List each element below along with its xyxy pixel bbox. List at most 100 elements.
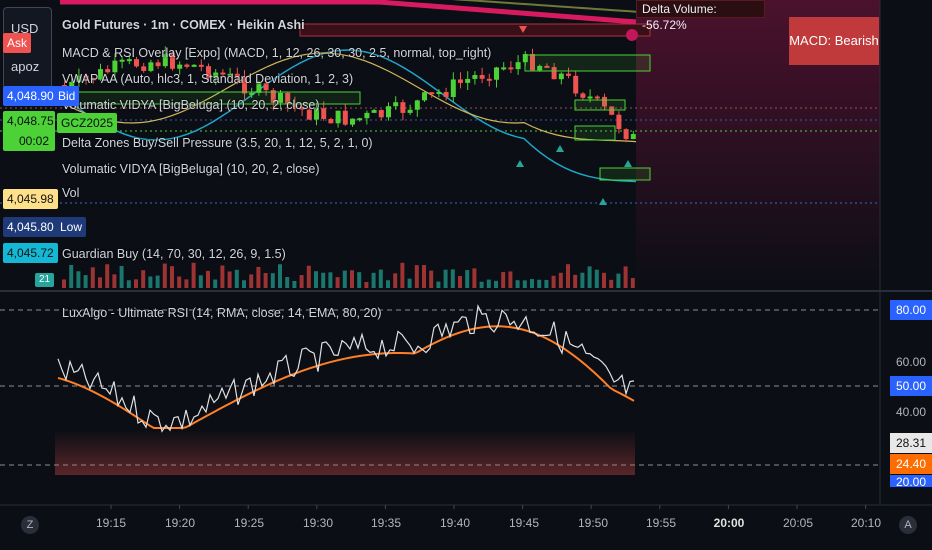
candle-body — [292, 103, 298, 107]
time-label: 19:30 — [302, 516, 334, 530]
indicator-guardian[interactable]: Guardian Buy (14, 70, 30, 12, 26, 9, 1.5… — [62, 247, 286, 261]
price-label-2: 4,045.80 — [3, 217, 58, 237]
macd-status-text: MACD: Bearish — [789, 33, 879, 48]
account-label: apoz — [11, 59, 40, 74]
candle-body — [515, 62, 521, 70]
candle-body — [342, 110, 348, 125]
volume-bar — [458, 276, 462, 288]
candle-body — [198, 64, 204, 67]
indicator-volume[interactable]: Vol — [62, 186, 80, 200]
rsi-line — [57, 304, 635, 433]
candle-body — [206, 66, 211, 79]
indicator-macd-rsi[interactable]: MACD & RSI Overlay [Expo] (MACD, 1, 12, … — [62, 46, 492, 60]
candle-body — [530, 54, 535, 71]
candle-body — [393, 102, 399, 107]
volume-bar — [630, 277, 635, 288]
volume-bar — [544, 279, 549, 288]
delta-volume-box: Delta Volume: -56.72% — [636, 0, 765, 32]
candle-body — [544, 65, 550, 68]
volume-bar — [306, 265, 311, 288]
volume-bar — [112, 274, 117, 288]
volume-bar — [494, 280, 498, 288]
indicator-vidya-2[interactable]: Volumatic VIDYA [BigBeluga] (10, 20, 2, … — [62, 162, 320, 176]
candle-body — [98, 69, 103, 80]
candle-body — [170, 53, 175, 69]
time-label: 20:10 — [850, 516, 882, 530]
volume-bar — [292, 280, 297, 288]
band-mid-line — [59, 52, 637, 143]
candle-body — [594, 96, 600, 99]
auto-scale-button[interactable]: A — [899, 516, 917, 534]
candle-body — [234, 73, 240, 78]
volume-bar — [522, 280, 527, 288]
volume-bar — [170, 266, 174, 288]
candle-body — [609, 106, 615, 115]
auto-scale-button-label: A — [904, 519, 912, 531]
candle-body — [227, 73, 233, 76]
volume-bar — [76, 271, 81, 288]
candle-body — [263, 83, 269, 91]
candle-body — [587, 96, 593, 99]
volume-bar — [357, 272, 362, 288]
oscillator-title[interactable]: LuxAlgo - Ultimate RSI (14, RMA, close, … — [62, 306, 382, 320]
volume-bar — [393, 273, 398, 288]
volume-bar — [436, 281, 441, 288]
volume-bar — [242, 280, 246, 288]
candle-body — [90, 78, 96, 81]
volume-bar — [371, 272, 376, 288]
candle-body — [422, 92, 427, 101]
candle-body — [537, 65, 543, 71]
low-label: Low — [56, 217, 87, 237]
volume-bar — [551, 275, 556, 288]
volume-bar — [400, 262, 405, 288]
symbol-title[interactable]: Gold Futures · 1m · COMEX · Heikin Ashi — [62, 18, 305, 32]
candle-body — [112, 60, 118, 73]
volume-bar — [184, 279, 189, 288]
volume-bar — [278, 264, 282, 288]
indicator-vidya-1[interactable]: Volumatic VIDYA [BigBeluga] (10, 20, 2, … — [62, 98, 320, 112]
volume-bar — [566, 264, 570, 288]
volume-bar — [386, 280, 390, 288]
volume-bar — [126, 280, 131, 288]
volume-bar — [602, 272, 606, 288]
zoom-button[interactable]: Z — [21, 516, 39, 534]
candle-body — [213, 72, 219, 79]
volume-bar — [90, 267, 95, 288]
time-label: 19:25 — [233, 516, 265, 530]
candle-body — [148, 62, 154, 71]
candle-body — [350, 118, 355, 125]
buy-signal-marker — [516, 160, 524, 167]
vwap-line — [60, 0, 637, 25]
candle-body — [616, 114, 622, 130]
last-price-label: 4,048.75 00:02 — [3, 111, 55, 151]
volume-bar — [191, 262, 196, 288]
candle-body — [566, 73, 571, 76]
candle-body — [270, 90, 276, 103]
indicator-vwap[interactable]: VWAP AA (Auto, hlc3, 1, Standard Deviati… — [62, 72, 354, 86]
buy-signal-marker — [624, 160, 632, 167]
candle-body — [465, 78, 471, 83]
volume-bar — [321, 272, 326, 288]
price-label-1: 4,045.98 — [3, 189, 58, 209]
candle-body — [551, 67, 557, 80]
candle-body — [580, 93, 586, 98]
volume-bar — [573, 274, 578, 288]
volume-bar — [407, 278, 412, 288]
candle-body — [386, 106, 391, 118]
rsi-tick-40: 40.00 — [895, 405, 926, 419]
volume-bar — [537, 279, 542, 288]
rsi-mid-label: 50.00 — [890, 376, 932, 396]
candle-body — [558, 73, 564, 80]
indicator-delta-zones[interactable]: Delta Zones Buy/Sell Pressure (3.5, 20, … — [62, 136, 373, 150]
candle-body — [177, 64, 183, 69]
volume-bar — [450, 269, 455, 288]
candle-body — [357, 118, 363, 121]
candle-body — [436, 92, 442, 95]
delta-zone-box — [599, 167, 651, 181]
volume-bar — [83, 275, 88, 288]
time-label: 19:35 — [370, 516, 402, 530]
volume-bar — [472, 268, 477, 288]
volume-bar — [335, 277, 340, 288]
rsi-lower-label: 20.00 — [890, 475, 932, 487]
